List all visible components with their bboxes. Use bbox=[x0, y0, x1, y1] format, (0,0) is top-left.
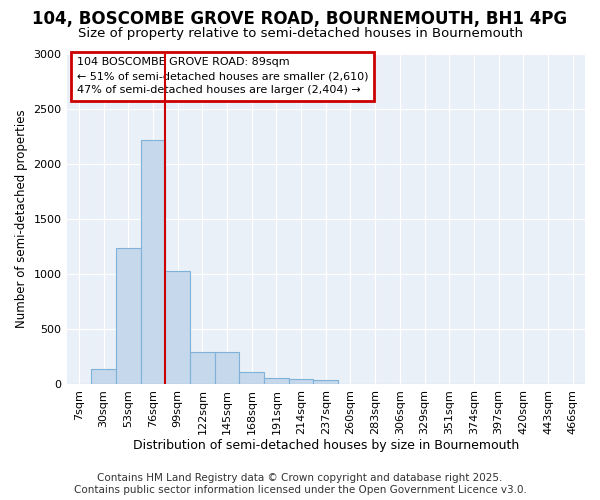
Bar bbox=[215, 352, 239, 384]
X-axis label: Distribution of semi-detached houses by size in Bournemouth: Distribution of semi-detached houses by … bbox=[133, 440, 519, 452]
Bar bbox=[190, 352, 215, 384]
Text: Size of property relative to semi-detached houses in Bournemouth: Size of property relative to semi-detach… bbox=[77, 28, 523, 40]
Text: 104 BOSCOMBE GROVE ROAD: 89sqm
← 51% of semi-detached houses are smaller (2,610): 104 BOSCOMBE GROVE ROAD: 89sqm ← 51% of … bbox=[77, 58, 368, 96]
Text: 104, BOSCOMBE GROVE ROAD, BOURNEMOUTH, BH1 4PG: 104, BOSCOMBE GROVE ROAD, BOURNEMOUTH, B… bbox=[32, 10, 568, 28]
Bar bbox=[264, 378, 289, 384]
Bar bbox=[91, 368, 116, 384]
Y-axis label: Number of semi-detached properties: Number of semi-detached properties bbox=[15, 110, 28, 328]
Bar bbox=[313, 380, 338, 384]
Bar bbox=[165, 271, 190, 384]
Text: Contains HM Land Registry data © Crown copyright and database right 2025.
Contai: Contains HM Land Registry data © Crown c… bbox=[74, 474, 526, 495]
Bar bbox=[239, 372, 264, 384]
Bar bbox=[140, 140, 165, 384]
Bar bbox=[289, 378, 313, 384]
Bar bbox=[116, 248, 140, 384]
